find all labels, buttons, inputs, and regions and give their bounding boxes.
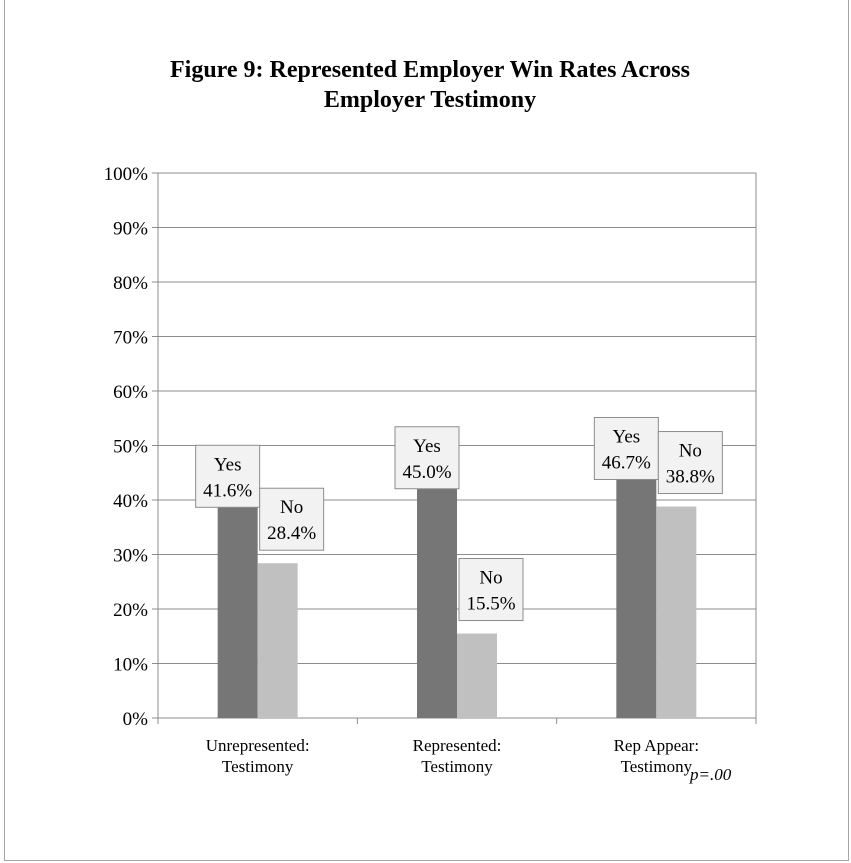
bar-no <box>257 563 298 718</box>
y-tick-label: 30% <box>113 546 148 567</box>
y-tick-label: 90% <box>113 219 148 240</box>
bar-yes <box>417 472 457 718</box>
data-label-value: 28.4% <box>267 523 316 544</box>
x-tick-label: Represented: <box>413 736 502 755</box>
x-tick-label: Testimony <box>621 757 693 776</box>
bar-no <box>457 633 497 718</box>
data-label-box <box>259 487 325 551</box>
data-label-box <box>593 416 659 480</box>
y-tick-label: 10% <box>113 655 148 676</box>
data-label-box <box>458 558 524 622</box>
data-label-value: 46.7% <box>602 452 651 473</box>
y-tick-label: 100% <box>104 164 149 185</box>
data-label-series: Yes <box>613 426 641 447</box>
y-tick-label: 0% <box>123 709 149 730</box>
y-tick-label: 70% <box>113 328 148 349</box>
y-tick-label: 50% <box>113 437 148 458</box>
data-label-series: No <box>679 441 702 462</box>
data-label-value: 45.0% <box>402 462 451 483</box>
bar-yes <box>616 463 657 718</box>
bar-yes <box>217 491 258 718</box>
data-label-series: Yes <box>413 436 441 457</box>
data-label-series: Yes <box>214 454 242 475</box>
y-tick-label: 20% <box>113 600 148 621</box>
bar-no <box>656 506 697 718</box>
x-tick-label: Unrepresented: <box>206 736 310 755</box>
data-label-value: 15.5% <box>466 594 515 615</box>
x-tick-label: Testimony <box>222 757 294 776</box>
y-tick-label: 80% <box>113 273 148 294</box>
data-label-box <box>195 444 261 508</box>
y-tick-label: 60% <box>113 382 148 403</box>
data-label-series: No <box>280 497 303 518</box>
p-value-annotation: p=.00 <box>690 765 732 784</box>
data-label-value: 38.8% <box>666 467 715 488</box>
data-label-value: 41.6% <box>203 480 252 501</box>
data-label-box <box>657 431 723 495</box>
x-tick-label: Rep Appear: <box>614 736 699 755</box>
y-tick-label: 40% <box>113 491 148 512</box>
data-label-box <box>394 426 460 490</box>
x-tick-label: Testimony <box>421 757 493 776</box>
chart-title: Figure 9: Represented Employer Win Rates… <box>170 57 690 113</box>
data-label-series: No <box>479 568 502 589</box>
